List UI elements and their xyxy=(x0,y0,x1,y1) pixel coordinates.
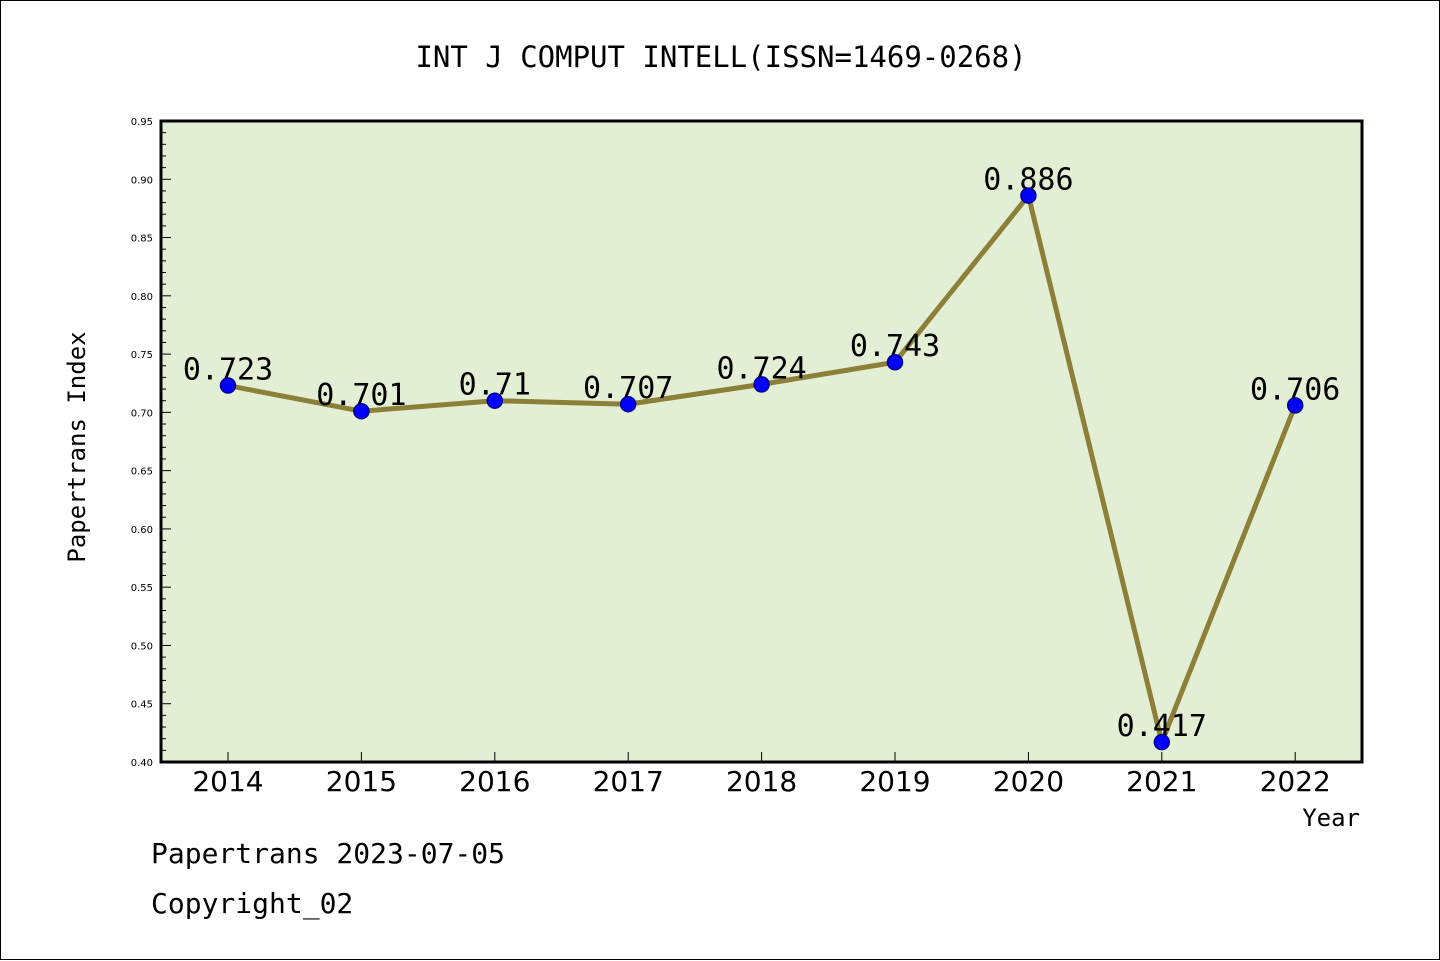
data-point-marker xyxy=(486,392,504,409)
data-point-marker xyxy=(619,395,637,413)
x-axis-ticks xyxy=(227,752,1296,762)
y-tick-label: 0.50 xyxy=(131,641,153,652)
y-tick-label: 0.90 xyxy=(131,175,153,186)
data-point-marker xyxy=(1020,187,1037,204)
data-point-marker xyxy=(353,402,370,420)
x-tick-label: 2016 xyxy=(459,765,530,798)
plot-area xyxy=(159,119,1364,764)
data-point-marker xyxy=(886,353,904,371)
chart-title: INT J COMPUT INTELL(ISSN=1469-0268) xyxy=(415,40,1026,74)
y-axis-tick-labels: 0.40 0.45 0.50 0.55 0.60 0.65 0.70 0.75 0.80 0.85… xyxy=(131,117,153,769)
y-tick-label: 0.95 xyxy=(131,117,153,128)
x-axis-title: Year xyxy=(1302,804,1360,832)
marker-group xyxy=(219,187,1304,751)
x-axis-tick-labels: 2014 2015 2016 2017 2018 2019 2020 2021 2022 xyxy=(192,765,1330,798)
x-tick-label: 2018 xyxy=(726,765,797,798)
footer-copyright-text: Copyright_02 xyxy=(151,887,354,920)
x-tick-label: 2017 xyxy=(593,765,664,798)
y-tick-label: 0.70 xyxy=(131,408,153,419)
x-tick-label: 2020 xyxy=(993,765,1064,798)
y-axis-ticks xyxy=(161,120,171,763)
data-point-marker xyxy=(219,377,237,394)
y-tick-label: 0.65 xyxy=(131,467,153,478)
y-tick-label: 0.75 xyxy=(131,350,153,361)
x-tick-label: 2019 xyxy=(859,765,930,798)
footer-date-text: Papertrans 2023-07-05 xyxy=(151,837,506,870)
y-tick-label: 0.80 xyxy=(131,292,153,303)
data-point-marker xyxy=(1153,733,1171,751)
x-tick-label: 2021 xyxy=(1126,765,1197,798)
data-point-marker xyxy=(753,376,770,393)
y-tick-label: 0.40 xyxy=(131,758,153,769)
x-tick-label: 2022 xyxy=(1260,765,1331,798)
data-point-marker xyxy=(1286,397,1304,414)
x-tick-label: 2014 xyxy=(192,765,263,798)
y-tick-label: 0.60 xyxy=(131,525,153,536)
y-tick-label: 0.55 xyxy=(131,583,153,594)
y-tick-label: 0.85 xyxy=(131,234,153,245)
x-tick-label: 2015 xyxy=(326,765,397,798)
y-axis-title: Papertrans Index xyxy=(63,331,91,562)
y-tick-label: 0.45 xyxy=(131,700,153,711)
